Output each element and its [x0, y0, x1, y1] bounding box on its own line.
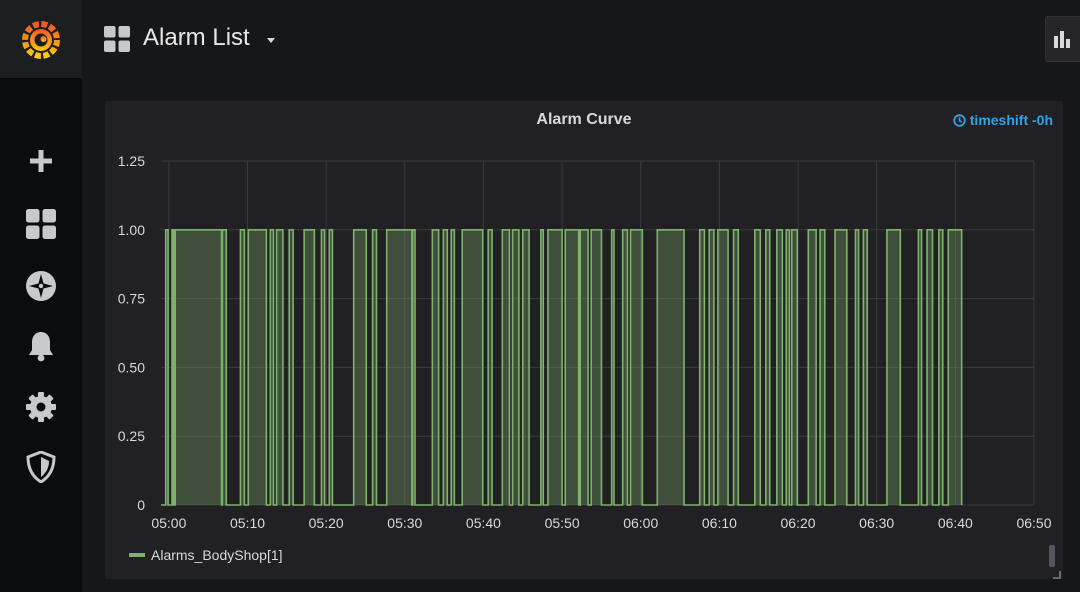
series-area	[386, 229, 412, 506]
y-tick-label: 1.00	[118, 222, 145, 238]
shield-icon[interactable]	[25, 451, 57, 483]
series-area	[938, 229, 943, 506]
series-area	[611, 229, 615, 506]
x-tick-label: 05:40	[466, 515, 501, 531]
add-panel-button[interactable]	[1045, 16, 1080, 62]
series-area	[270, 229, 274, 506]
timeshift-label: timeshift -0h	[969, 112, 1053, 128]
series-area	[948, 229, 962, 506]
series-area	[918, 229, 922, 506]
series-area	[221, 229, 227, 506]
x-tick-label: 05:20	[309, 515, 344, 531]
y-tick-label: 0.75	[118, 291, 145, 307]
series-line	[161, 229, 963, 506]
x-tick-label: 06:30	[859, 515, 894, 531]
series-area	[808, 229, 817, 506]
series-area	[540, 229, 544, 506]
legend-item[interactable]: Alarms_BodyShop[1]	[129, 547, 283, 563]
legend-series-label: Alarms_BodyShop[1]	[151, 547, 283, 563]
series-area	[863, 229, 868, 506]
gear-icon[interactable]	[25, 391, 57, 423]
graph-panel: 0 0.25 0.50 0.75 1.00 1.25 05:00 05:10 05:20 05:3…	[105, 101, 1063, 579]
x-tick-label: 06:10	[702, 515, 737, 531]
series-area	[412, 229, 416, 506]
grafana-logo-icon[interactable]	[0, 0, 82, 78]
dashboard-grid-icon	[104, 26, 130, 52]
scrollbar[interactable]	[1049, 545, 1055, 567]
series-area	[462, 229, 483, 506]
x-tick-label: 06:40	[938, 515, 973, 531]
series-area	[304, 229, 315, 506]
x-tick-label: 05:30	[387, 515, 422, 531]
explore-compass-icon[interactable]	[25, 270, 57, 302]
series-area	[580, 229, 589, 506]
series-area	[786, 229, 790, 506]
series-area	[855, 229, 859, 506]
series-area	[733, 229, 739, 506]
series-area	[165, 229, 169, 506]
bell-icon[interactable]	[25, 330, 57, 362]
series-area	[547, 229, 563, 506]
series-area	[173, 229, 223, 506]
series-area	[512, 229, 519, 506]
dashboards-icon[interactable]	[25, 208, 57, 240]
series-area	[502, 229, 510, 506]
y-tick-label: 1.25	[118, 153, 145, 169]
series-area	[321, 229, 325, 506]
series-area	[443, 229, 448, 506]
series-area	[927, 229, 933, 506]
series-area	[451, 229, 455, 506]
legend-swatch	[129, 553, 145, 557]
series-area	[886, 229, 901, 506]
dashboard-title[interactable]: Alarm List	[143, 24, 250, 51]
y-tick-label: 0.50	[118, 359, 145, 375]
series-area	[276, 229, 283, 506]
plus-icon[interactable]	[25, 145, 57, 177]
panel-title[interactable]: Alarm Curve	[536, 111, 632, 128]
series-area	[717, 229, 729, 506]
series-area	[565, 229, 579, 506]
x-tick-label: 05:10	[230, 515, 265, 531]
sidebar	[0, 0, 82, 592]
series-area	[776, 229, 783, 506]
panel-resize-handle[interactable]	[1053, 571, 1061, 579]
clock-icon	[953, 113, 966, 127]
x-tick-label: 05:50	[545, 515, 580, 531]
x-tick-label: 05:00	[151, 515, 186, 531]
series-area	[372, 229, 377, 506]
series-area	[699, 229, 705, 506]
series-area	[248, 229, 267, 506]
x-tick-label: 06:00	[623, 515, 658, 531]
series-area	[240, 229, 245, 506]
dashboard-navbar: Alarm List	[82, 0, 1080, 78]
series-area	[630, 229, 643, 506]
alarm-curve-chart: 0 0.25 0.50 0.75 1.00 1.25 05:00 05:10 05:20 05:3…	[118, 153, 1052, 531]
chevron-down-icon[interactable]	[265, 34, 277, 46]
x-tick-label: 06:50	[1016, 515, 1051, 531]
timeshift-info[interactable]: timeshift -0h	[953, 112, 1053, 128]
series-area	[820, 229, 825, 506]
y-tick-label: 0	[137, 497, 145, 513]
series-area	[329, 229, 333, 506]
series-area	[765, 229, 770, 506]
y-tick-label: 0.25	[118, 428, 145, 444]
series-area	[791, 229, 798, 506]
series-area	[488, 229, 493, 506]
series-area	[622, 229, 628, 506]
series-area	[591, 229, 602, 506]
series-area	[657, 229, 685, 506]
bar-chart-icon	[1054, 31, 1070, 48]
series-area	[835, 229, 847, 506]
series-area	[522, 229, 530, 506]
series-area	[754, 229, 761, 506]
series-area	[432, 229, 439, 506]
series-area	[709, 229, 714, 506]
x-tick-label: 06:20	[781, 515, 816, 531]
series-area	[289, 229, 294, 506]
series-area	[353, 229, 367, 506]
